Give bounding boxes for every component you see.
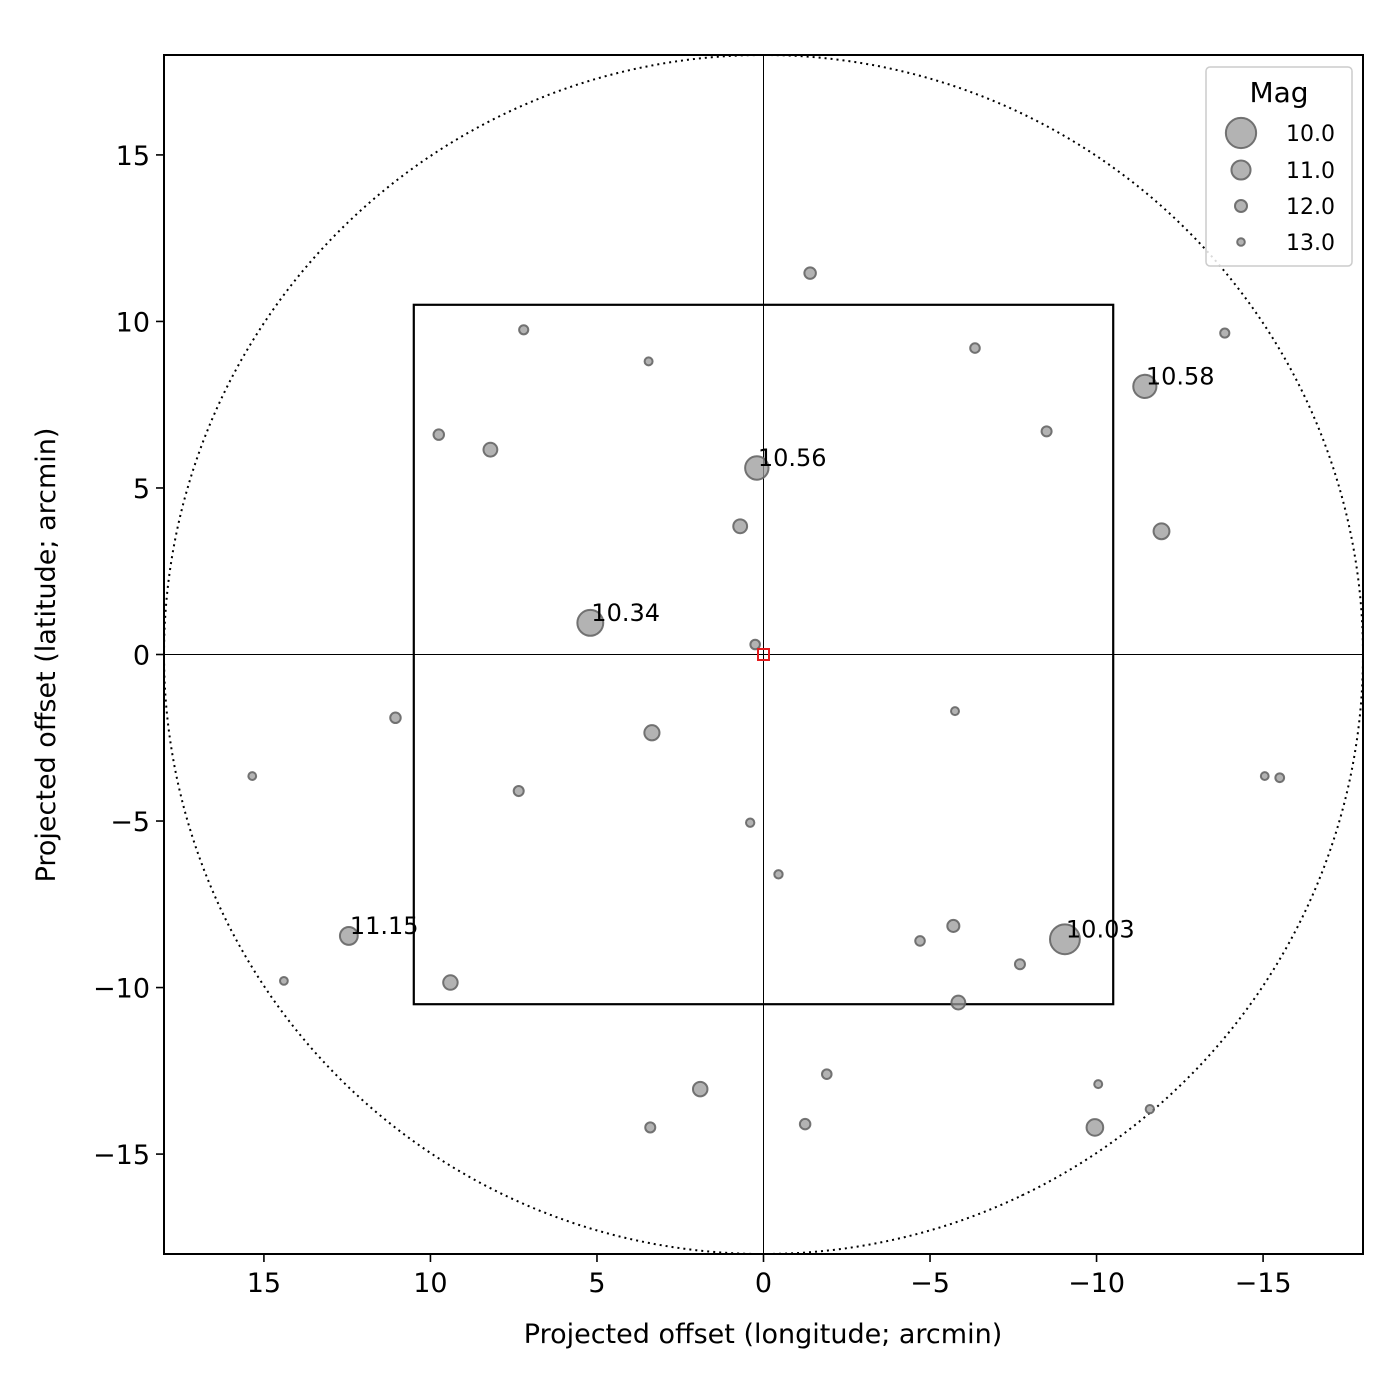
x-axis-title: Projected offset (longitude; arcmin) [524, 1319, 1002, 1350]
legend: Mag 10.0 11.0 12.0 13.0 [1205, 66, 1353, 267]
star-marker [749, 638, 761, 651]
legend-entry-label: 12.0 [1286, 195, 1335, 220]
y-tick-label: −5 [110, 807, 150, 838]
star-marker [820, 1068, 833, 1080]
star-marker [969, 342, 981, 354]
target-marker [757, 648, 770, 661]
star-marker [803, 266, 817, 280]
star-mag-label: 11.15 [350, 912, 419, 940]
legend-marker [1224, 116, 1258, 150]
plot-area: 10.58 10.56 10.34 11.15 10.03 [163, 54, 1364, 1255]
star-mag-label: 10.34 [591, 599, 660, 627]
star-marker [338, 926, 359, 946]
star-marker [946, 918, 961, 933]
star-marker [247, 771, 258, 781]
star-marker [732, 518, 749, 535]
star-marker [1259, 771, 1270, 781]
star-marker [279, 976, 289, 986]
legend-entry-label: 13.0 [1286, 231, 1335, 256]
y-axis-title: Projected offset (latitude; arcmin) [31, 428, 62, 883]
star-marker [482, 441, 499, 458]
star-marker [950, 706, 960, 717]
star-marker [389, 711, 402, 725]
star-marker [1219, 327, 1231, 339]
star-marker [1013, 958, 1026, 971]
star-mag-label: 10.56 [758, 444, 827, 472]
x-tick-label: 0 [755, 1268, 772, 1299]
star-marker [1048, 923, 1081, 956]
star-marker [773, 869, 784, 880]
legend-box [1205, 66, 1353, 267]
star-marker [1152, 522, 1171, 541]
legend-title: Mag [1249, 76, 1308, 109]
star-marker [512, 785, 525, 798]
star-marker [644, 1121, 657, 1134]
y-tick-label: −15 [93, 1140, 150, 1171]
legend-marker [1230, 159, 1252, 181]
star-marker [1144, 1103, 1156, 1115]
star-marker [643, 724, 661, 742]
star-marker [1274, 772, 1286, 784]
star-marker [691, 1080, 709, 1098]
axis-ticks: 15 10 5 0 −5 −10 −15 15 10 5 0 −5 −10 −15 [93, 141, 1292, 1299]
star-marker [1085, 1118, 1105, 1137]
star-mag-label: 10.58 [1146, 362, 1215, 390]
x-tick-label: 10 [413, 1268, 447, 1299]
x-tick-label: −15 [1235, 1268, 1292, 1299]
x-tick-label: 5 [588, 1268, 605, 1299]
y-tick-label: 10 [116, 307, 150, 338]
y-tick-label: 15 [116, 141, 150, 172]
x-tick-label: −5 [910, 1268, 950, 1299]
star-marker [745, 817, 756, 828]
star-marker [643, 356, 654, 367]
star-marker [442, 974, 459, 991]
legend-entry-label: 11.0 [1286, 159, 1335, 184]
star-marker [432, 428, 446, 441]
star-marker [576, 608, 605, 637]
y-tick-label: 0 [133, 641, 150, 672]
star-marker [744, 455, 770, 481]
legend-entry-label: 10.0 [1286, 122, 1335, 147]
x-tick-label: −10 [1068, 1268, 1125, 1299]
legend-marker [1233, 198, 1249, 214]
star-marker [798, 1117, 812, 1131]
field-of-view-box [412, 303, 1115, 1006]
y-tick-label: 5 [133, 474, 150, 505]
y-tick-label: −10 [93, 974, 150, 1005]
x-tick-label: 15 [247, 1268, 281, 1299]
star-marker [950, 994, 967, 1011]
star-marker [518, 324, 530, 336]
star-marker [1040, 425, 1053, 438]
star-marker [1093, 1079, 1104, 1090]
star-marker [1132, 373, 1158, 399]
star-mag-label: 10.03 [1066, 915, 1135, 943]
star-marker [914, 935, 926, 947]
legend-marker [1236, 237, 1246, 247]
